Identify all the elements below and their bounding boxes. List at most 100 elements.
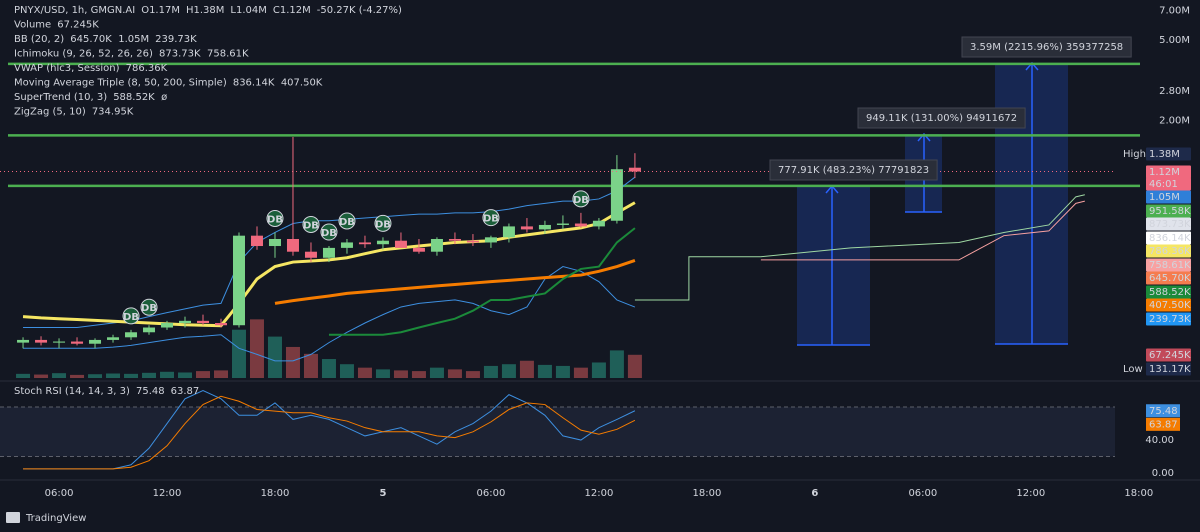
price-tag-label: Low xyxy=(1123,364,1143,375)
candle-body xyxy=(250,235,263,247)
legend-value: 1.05M xyxy=(118,34,149,45)
candle-body xyxy=(196,320,209,324)
marker-label: DB xyxy=(321,228,337,239)
stoch-tick-label: 40.00 xyxy=(1145,435,1174,446)
candle-body xyxy=(430,238,443,252)
marker xyxy=(338,212,356,230)
candle-body xyxy=(484,237,497,243)
price-tag xyxy=(1146,231,1191,245)
volume-bar xyxy=(285,346,300,378)
price-tag xyxy=(1146,285,1191,299)
marker xyxy=(122,307,140,325)
marker-label: DB xyxy=(375,219,391,230)
price-tag xyxy=(1146,177,1191,191)
y-tick-label: 2.80M xyxy=(1159,86,1190,97)
legend-value: L1.04M xyxy=(230,5,266,16)
volume-bar xyxy=(34,374,49,378)
indicator-line xyxy=(328,227,636,336)
candle-body xyxy=(394,240,407,248)
price-tag xyxy=(1120,147,1146,161)
price-tag-label: 588.52K xyxy=(1149,287,1191,298)
legend-value: ø xyxy=(161,92,167,103)
volume-bar xyxy=(88,374,103,378)
volume-bar xyxy=(249,319,264,378)
volume-bar xyxy=(609,350,624,378)
cloud-line xyxy=(760,200,1085,261)
marker xyxy=(482,209,500,227)
candle-body xyxy=(592,220,605,227)
price-tag xyxy=(1120,362,1146,376)
x-tick-label: 06:00 xyxy=(908,488,937,499)
volume-bar xyxy=(160,371,175,378)
price-tag-label: 836.14K xyxy=(1149,233,1191,244)
price-tag xyxy=(1146,348,1191,362)
marker-label: DB xyxy=(267,214,283,225)
candle-body xyxy=(107,337,120,340)
price-tag xyxy=(1146,258,1191,272)
price-tag-label: 1.05M xyxy=(1149,192,1180,203)
y-tick-label: 5.00M xyxy=(1159,35,1190,46)
projection-label: 777.91K (483.23%) 77791823 xyxy=(778,165,929,176)
candle-body xyxy=(268,238,281,247)
marker xyxy=(572,190,590,208)
cloud-line xyxy=(634,194,1085,301)
candle-body xyxy=(340,242,353,248)
price-tag xyxy=(1146,190,1191,204)
volume-bar xyxy=(339,364,354,378)
marker xyxy=(374,214,392,232)
candle-body xyxy=(610,169,623,221)
candle-body xyxy=(125,332,138,338)
stoch-value: 63.87 xyxy=(171,386,200,397)
projection-label-bg xyxy=(961,36,1132,58)
candle-body xyxy=(286,238,299,252)
legend-value: H1.38M xyxy=(186,5,224,16)
marker xyxy=(140,298,158,316)
price-tag xyxy=(1146,312,1191,326)
volume-bar xyxy=(429,367,444,378)
volume-bar xyxy=(70,374,85,378)
legend-label: BB (20, 2) xyxy=(14,34,64,45)
marker xyxy=(302,215,320,233)
volume-bar xyxy=(501,364,516,378)
volume-bar xyxy=(375,369,390,378)
indicator-line xyxy=(274,259,636,305)
projection-label-bg xyxy=(769,159,938,181)
projection-label: 3.59M (2215.96%) 359377258 xyxy=(970,42,1123,53)
candle-body xyxy=(214,323,227,326)
volume-bar xyxy=(52,373,67,378)
legend-label: Ichimoku (9, 26, 52, 26, 26) xyxy=(14,49,153,60)
x-tick-label: 18:00 xyxy=(261,488,290,499)
candle-body xyxy=(35,339,48,343)
indicator-line xyxy=(23,266,636,362)
x-tick-label: 18:00 xyxy=(692,488,721,499)
stoch-value: 75.48 xyxy=(136,386,165,397)
legend-value: 836.14K xyxy=(233,78,275,89)
legend-value: 873.73K xyxy=(159,49,201,60)
price-tag-label: 239.73K xyxy=(1149,314,1191,325)
candle-body xyxy=(448,238,461,241)
stoch-title: Stoch RSI (14, 14, 3, 3) xyxy=(14,386,130,397)
price-tag-label: 1.12M xyxy=(1149,167,1180,178)
price-tag xyxy=(1146,271,1191,285)
marker-label: DB xyxy=(303,220,319,231)
x-tick-label: 5 xyxy=(379,488,386,499)
price-tag xyxy=(1146,204,1191,218)
candle-body xyxy=(17,339,30,343)
stoch-tag-label: 75.48 xyxy=(1149,406,1178,417)
candle-body xyxy=(89,339,102,344)
candle-body xyxy=(412,247,425,252)
price-tag xyxy=(1146,298,1191,312)
marker-label: DB xyxy=(573,195,589,206)
candle-body xyxy=(358,242,371,245)
legend-value: O1.17M xyxy=(141,5,180,16)
legend-label: ZigZag (5, 10) xyxy=(14,107,86,118)
price-tag-label: 46:01 xyxy=(1149,179,1178,190)
price-tag xyxy=(1146,147,1191,161)
marker xyxy=(320,223,338,241)
legend-value: 407.50K xyxy=(281,78,323,89)
volume-bar xyxy=(483,365,498,378)
candle-body xyxy=(628,167,641,172)
volume-bar xyxy=(537,364,552,378)
